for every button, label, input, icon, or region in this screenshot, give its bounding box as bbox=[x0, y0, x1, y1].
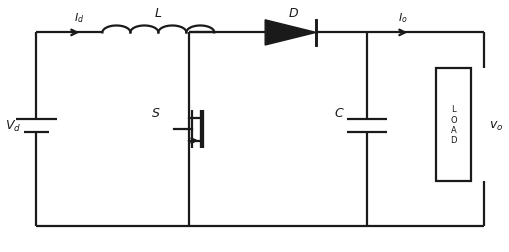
Text: $I_o$: $I_o$ bbox=[397, 11, 407, 25]
Text: C: C bbox=[334, 107, 343, 120]
Text: S: S bbox=[152, 107, 159, 120]
FancyBboxPatch shape bbox=[435, 68, 470, 181]
Text: L
O
A
D: L O A D bbox=[449, 105, 456, 145]
Text: $V_d$: $V_d$ bbox=[5, 118, 21, 134]
Polygon shape bbox=[265, 21, 316, 46]
Text: L: L bbox=[155, 7, 161, 20]
Text: D: D bbox=[288, 7, 297, 20]
Text: $I_d$: $I_d$ bbox=[74, 11, 84, 25]
Text: $v_o$: $v_o$ bbox=[489, 119, 503, 133]
